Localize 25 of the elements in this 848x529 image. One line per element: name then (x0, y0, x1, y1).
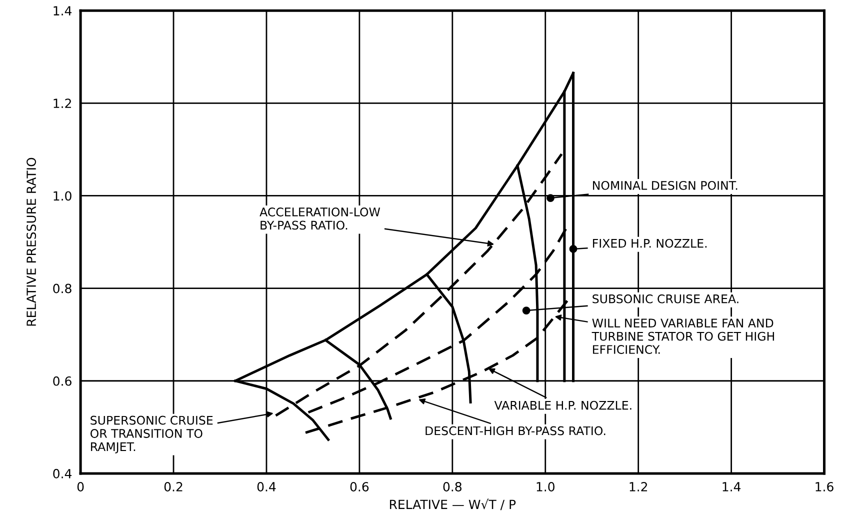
x-tick-label: 1.4 (722, 482, 741, 492)
annotation: FIXED H.P. NOZZLE. (593, 238, 707, 248)
x-tick-label: 1.6 (816, 482, 834, 492)
y-tick-label: 0.4 (53, 468, 72, 478)
x-tick-label: 1.2 (630, 482, 648, 492)
x-tick-label: 0 (77, 482, 84, 492)
y-axis-title: RELATIVE PRESSURE RATIO (26, 158, 36, 326)
annotation: DESCENT-HIGH BY-PASS RATIO. (426, 426, 606, 436)
annotation: WILL NEED VARIABLE FAN AND TURBINE STATOR TO GET HIGH EFFICIENCY. (592, 318, 774, 354)
annotation: SUBSONIC CRUISE AREA. (592, 294, 738, 304)
y-tick-label: 0.8 (53, 284, 72, 294)
x-tick-label: 0.4 (257, 482, 276, 492)
annotation: ACCELERATION-LOW BY-PASS RATIO. (260, 208, 380, 230)
annotation: VARIABLE H.P. NOZZLE. (494, 400, 632, 410)
y-tick-label: 1.2 (54, 98, 71, 108)
x-tick-label: 1.0 (536, 482, 554, 492)
y-tick-label: 1.0 (54, 191, 72, 201)
y-tick-label: 0.6 (53, 376, 72, 386)
x-tick-label: 0.2 (164, 482, 182, 492)
x-tick-label: 0.8 (443, 482, 462, 492)
y-tick-label: 1.4 (54, 6, 72, 16)
annotation: NOMINAL DESIGN POINT. (593, 180, 738, 190)
annotation: SUPERSONIC CRUISE OR TRANSITION TO RAMJET. (90, 416, 213, 454)
x-tick-label: 0.6 (350, 482, 369, 492)
x-axis-title: RELATIVE — W√T / P (390, 498, 516, 510)
